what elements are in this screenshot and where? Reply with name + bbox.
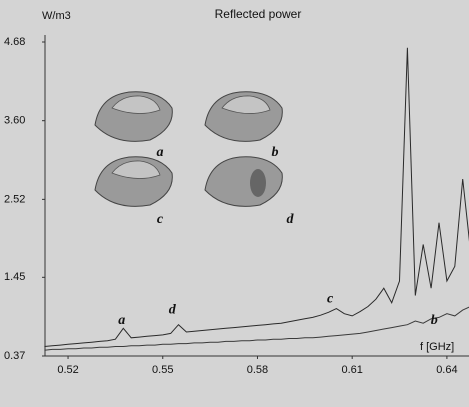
page: {"chart_data": {"type": "line", "title":…: [0, 0, 469, 407]
annotation: d: [169, 302, 177, 317]
x-tick-label: 0.61: [341, 364, 362, 376]
car-d-source: [250, 169, 266, 197]
y-tick-label: 0.37: [4, 350, 25, 362]
panel-label: b: [272, 145, 279, 160]
y-tick-label: 4.68: [4, 36, 25, 48]
annotation: b: [431, 313, 438, 328]
annotation: c: [327, 291, 334, 306]
x-tick-label: 0.55: [152, 364, 173, 376]
panel-label: d: [287, 212, 295, 227]
x-tick-label: 0.58: [247, 364, 268, 376]
panel-label: c: [157, 212, 164, 227]
y-tick-label: 3.60: [4, 115, 25, 127]
x-axis-label: f [GHz]: [420, 341, 454, 353]
y-tick-label: 1.45: [4, 271, 25, 283]
annotation: a: [118, 313, 125, 328]
panel-label: a: [157, 145, 164, 160]
chart: Reflected power W/m3 f [GHz] a b c d 0.3…: [0, 0, 469, 407]
y-axis-label: W/m3: [42, 10, 71, 22]
x-tick-label: 0.52: [57, 364, 78, 376]
chart-title: Reflected power: [215, 7, 302, 21]
y-tick-label: 2.52: [4, 193, 25, 205]
x-tick-label: 0.64: [436, 364, 457, 376]
